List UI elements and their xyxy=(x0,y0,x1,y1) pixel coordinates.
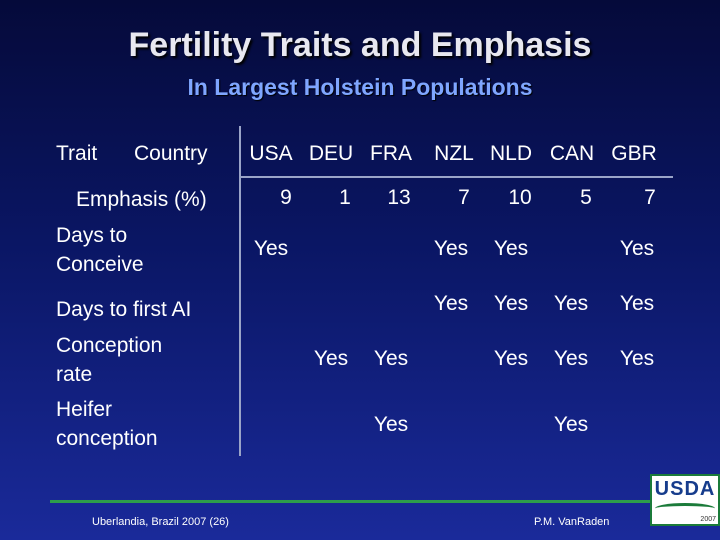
cell-conception-nld: Yes xyxy=(493,347,529,370)
usda-logo-swoosh xyxy=(655,503,715,514)
emphasis-gbr: 7 xyxy=(644,186,656,209)
usda-logo: USDA 2007 xyxy=(650,474,720,526)
emphasis-nld: 10 xyxy=(508,186,532,209)
cell-conceive-gbr: Yes xyxy=(619,237,655,260)
cell-firstai-nzl: Yes xyxy=(433,292,469,315)
row-days-to-conceive-label-2: Conceive xyxy=(56,253,144,276)
cell-firstai-nld: Yes xyxy=(493,292,529,315)
country-deu: DEU xyxy=(308,142,354,165)
row-heifer-conception-label-2: conception xyxy=(56,427,158,450)
row-conception-rate-label-2: rate xyxy=(56,363,93,386)
country-can: CAN xyxy=(549,142,595,165)
footer-author: P.M. VanRaden xyxy=(534,516,610,528)
emphasis-can: 5 xyxy=(580,186,592,209)
page-subtitle: In Largest Holstein Populations xyxy=(187,74,533,100)
table-divider-horizontal xyxy=(239,176,673,178)
row-days-to-conceive-label-1: Days to xyxy=(56,224,128,247)
emphasis-fra: 13 xyxy=(387,186,411,209)
cell-conceive-nzl: Yes xyxy=(433,237,469,260)
emphasis-usa: 9 xyxy=(280,186,292,209)
cell-heifer-can: Yes xyxy=(553,413,589,436)
cell-conception-gbr: Yes xyxy=(619,347,655,370)
cell-conception-fra: Yes xyxy=(373,347,409,370)
row-days-first-ai-label: Days to first AI xyxy=(56,298,192,321)
country-fra: FRA xyxy=(370,142,412,165)
emphasis-label: Emphasis (%) xyxy=(76,188,207,211)
country-nld: NLD xyxy=(489,142,532,165)
country-nzl: NZL xyxy=(434,142,474,165)
footer-location: Uberlandia, Brazil 2007 (26) xyxy=(92,516,229,528)
cell-conceive-nld: Yes xyxy=(493,237,529,260)
cell-heifer-fra: Yes xyxy=(373,413,409,436)
row-heifer-conception-label-1: Heifer xyxy=(56,398,113,421)
country-usa: USA xyxy=(249,142,293,165)
table-divider-vertical xyxy=(239,126,241,456)
usda-logo-year: 2007 xyxy=(700,516,716,523)
cell-conception-deu: Yes xyxy=(313,347,349,370)
emphasis-deu: 1 xyxy=(339,186,351,209)
cell-conception-can: Yes xyxy=(553,347,589,370)
cell-firstai-can: Yes xyxy=(553,292,589,315)
country-header: Country xyxy=(134,142,208,165)
emphasis-nzl: 7 xyxy=(458,186,470,209)
trait-header: Trait xyxy=(56,142,98,165)
footer-divider xyxy=(50,500,670,503)
usda-logo-text: USDA xyxy=(654,478,716,500)
cell-conceive-usa: Yes xyxy=(253,237,289,260)
row-conception-rate-label-1: Conception xyxy=(56,334,163,357)
page-title: Fertility Traits and Emphasis xyxy=(128,26,592,64)
cell-firstai-gbr: Yes xyxy=(619,292,655,315)
country-gbr: GBR xyxy=(611,142,657,165)
